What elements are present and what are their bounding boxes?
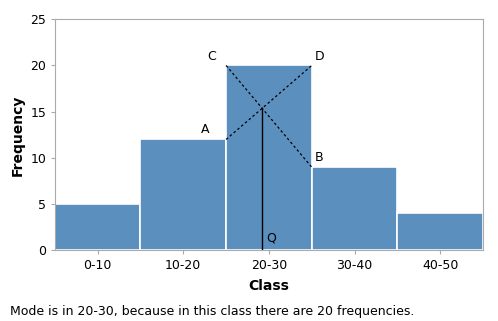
Bar bbox=[312, 167, 397, 250]
X-axis label: Class: Class bbox=[249, 279, 289, 293]
Bar bbox=[397, 213, 483, 250]
Bar bbox=[55, 204, 140, 250]
Y-axis label: Frequency: Frequency bbox=[11, 94, 25, 176]
Bar bbox=[226, 65, 312, 250]
Text: C: C bbox=[207, 50, 216, 63]
Text: Mode is in 20-30, because in this class there are 20 frequencies.: Mode is in 20-30, because in this class … bbox=[10, 305, 414, 318]
Text: D: D bbox=[315, 50, 325, 63]
Text: B: B bbox=[315, 152, 324, 164]
Text: Q: Q bbox=[266, 232, 276, 245]
Bar bbox=[140, 139, 226, 250]
Text: A: A bbox=[201, 123, 209, 136]
